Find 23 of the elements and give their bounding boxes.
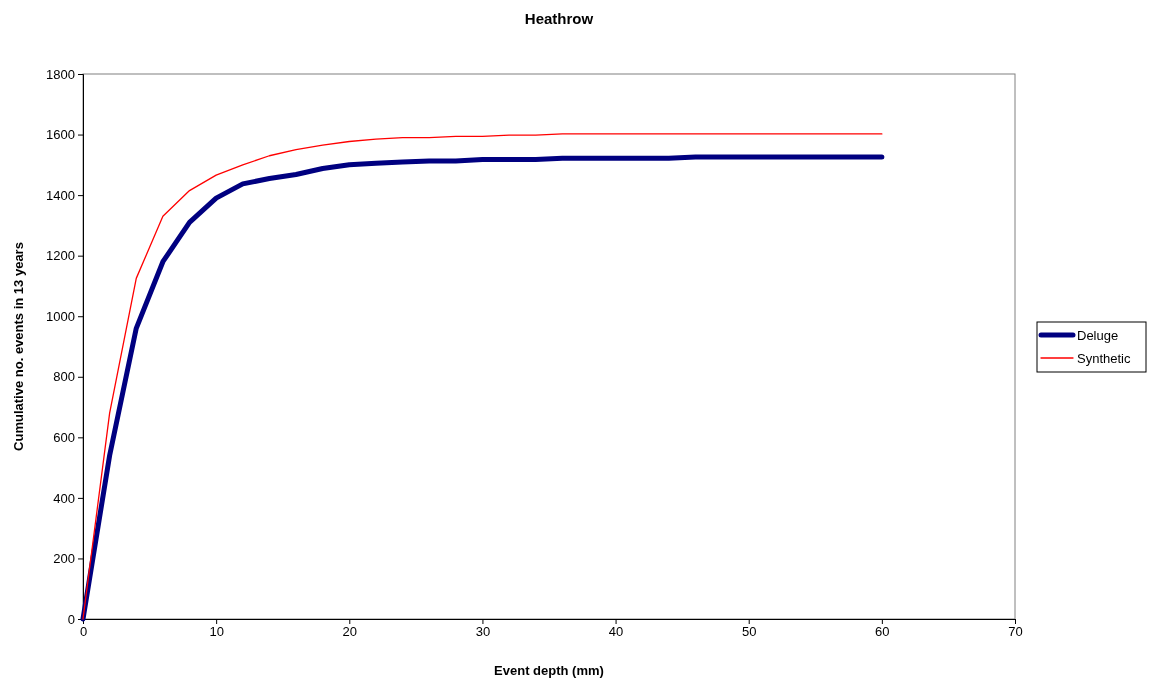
y-tick-label: 600 [53,429,75,445]
legend-label: Synthetic [1077,351,1131,366]
y-tick-label: 200 [53,551,75,567]
x-tick-label: 10 [209,624,224,640]
chart-title: Heathrow [524,10,594,27]
y-tick-label: 0 [67,611,75,627]
y-tick-label: 1600 [46,127,75,143]
x-tick-label: 30 [475,624,491,640]
y-tick-label: 1800 [46,66,75,82]
x-tick-label: 0 [79,624,88,640]
x-tick-label: 50 [741,624,757,640]
x-tick-label: 20 [342,624,358,640]
x-tick-label: 60 [875,624,890,640]
y-tick-label: 800 [53,369,75,385]
y-tick-label: 1200 [46,248,75,264]
y-tick-label: 1000 [46,308,75,324]
y-tick-label: 1400 [46,187,75,203]
legend-label: Deluge [1077,328,1119,343]
x-axis-title: Event depth (mm) [494,663,604,678]
y-axis-title: Cumulative no. events in 13 years [11,242,26,451]
y-tick-label: 400 [53,490,75,506]
x-tick-label: 40 [608,624,624,640]
x-tick-label: 70 [1008,624,1023,640]
